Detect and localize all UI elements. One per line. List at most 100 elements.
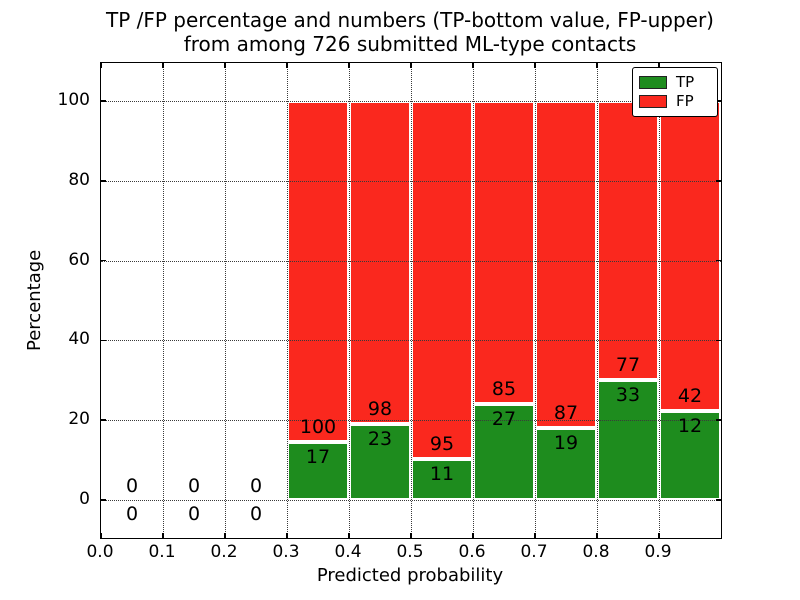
gridline-horizontal (101, 180, 721, 182)
tick-mark-bottom (286, 533, 288, 538)
tp-bar-segment (349, 424, 411, 500)
tick-mark-right (716, 100, 721, 102)
fp-bar-segment (597, 101, 659, 381)
tick-mark-left (101, 419, 106, 421)
tp-color-swatch (639, 76, 667, 89)
tp-count-label: 0 (249, 503, 263, 525)
gridline-horizontal (101, 101, 721, 102)
y-tick-label: 20 (68, 409, 90, 430)
tick-mark-top (596, 63, 598, 68)
legend-label-tp: TP (676, 73, 695, 91)
tick-mark-right (716, 499, 721, 501)
gridline-vertical (225, 63, 226, 538)
x-axis-label: Predicted probability (316, 565, 504, 586)
y-axis-label: Percentage (24, 249, 45, 351)
tp-count-label: 0 (125, 503, 139, 525)
tick-mark-bottom (162, 533, 164, 538)
tick-mark-right (716, 259, 721, 262)
tick-mark-bottom (224, 533, 226, 538)
fp-count-label: 95 (429, 432, 455, 455)
x-tick-label: 0.0 (86, 542, 114, 562)
tp-bar-segment (659, 411, 721, 500)
tick-mark-bottom (410, 533, 412, 538)
x-tick-label: 0.6 (458, 542, 486, 562)
fp-count-label: 0 (125, 475, 139, 497)
gridline-vertical (411, 63, 412, 538)
tick-mark-right (716, 419, 721, 421)
tick-mark-top (534, 63, 536, 68)
tick-mark-right (716, 339, 721, 342)
tp-count-label: 27 (491, 407, 517, 430)
y-tick-label: 100 (57, 90, 90, 110)
tp-count-label: 17 (305, 446, 331, 469)
x-tick-label: 0.3 (272, 542, 300, 562)
chart-title-line1: TP /FP percentage and numbers (TP-bottom… (106, 8, 714, 32)
tick-mark-bottom (472, 533, 474, 538)
tick-mark-right (716, 180, 721, 182)
tick-mark-top (658, 63, 660, 68)
x-tick-label: 0.4 (334, 542, 362, 562)
fp-bar-segment (535, 101, 597, 429)
x-tick-label: 0.1 (148, 542, 176, 562)
legend-item-tp: TP (639, 73, 711, 92)
fp-count-label: 0 (249, 475, 263, 497)
tick-mark-top (224, 63, 226, 68)
tick-mark-bottom (100, 533, 102, 538)
fp-count-label: 42 (677, 385, 703, 408)
tp-bar-segment (535, 428, 597, 500)
gridline-horizontal (101, 420, 721, 422)
y-tick-label: 80 (68, 169, 90, 190)
gridline-vertical (473, 63, 474, 538)
x-tick-label: 0.9 (644, 542, 672, 562)
chart-title: TP /FP percentage and numbers (TP-bottom… (100, 8, 720, 57)
fp-count-label: 77 (615, 354, 641, 377)
x-tick-label: 0.8 (582, 542, 610, 562)
tp-bar-segment (287, 442, 349, 500)
gridline-horizontal (101, 500, 721, 501)
fp-bar-segment (473, 101, 535, 404)
tick-mark-left (101, 259, 106, 262)
fp-count-label: 85 (491, 377, 517, 400)
gridline-vertical (163, 63, 164, 538)
y-tick-label: 60 (68, 249, 90, 270)
tick-mark-top (410, 63, 412, 68)
tp-count-label: 19 (553, 432, 579, 455)
legend-label-fp: FP (676, 92, 694, 110)
tick-mark-left (101, 180, 106, 182)
fp-bar-segment (411, 101, 473, 459)
gridline-vertical (535, 63, 536, 538)
tick-mark-top (100, 63, 102, 68)
x-tick-label: 0.5 (396, 542, 424, 562)
tick-mark-left (101, 339, 106, 342)
gridline-vertical (659, 63, 660, 538)
tick-mark-top (286, 63, 288, 68)
legend-item-fp: FP (639, 92, 711, 111)
y-tick-label: 40 (68, 329, 90, 350)
tick-mark-bottom (596, 533, 598, 538)
gridline-horizontal (101, 260, 721, 262)
fp-count-label: 0 (187, 475, 201, 497)
fp-count-label: 87 (553, 402, 579, 425)
fp-count-label: 100 (299, 416, 337, 439)
tick-mark-top (472, 63, 474, 68)
gridline-vertical (349, 63, 350, 538)
tick-mark-bottom (534, 533, 536, 538)
tick-mark-top (162, 63, 164, 68)
fp-bar-segment (659, 101, 721, 412)
plot-area: TP FP 0 0 0 0 0 0 100 17 98 23 95 11 85 27 87 19 77 33 42 1… (100, 62, 722, 539)
tp-count-label: 33 (615, 384, 641, 407)
tp-bar-segment (411, 458, 473, 500)
gridline-vertical (287, 63, 288, 538)
tick-mark-top (348, 63, 350, 68)
y-tick-label: 0 (79, 489, 90, 509)
chart-title-line2: from among 726 submitted ML-type contact… (183, 32, 637, 57)
fp-color-swatch (639, 95, 667, 108)
fp-count-label: 98 (367, 398, 393, 421)
tick-mark-bottom (658, 533, 660, 538)
legend: TP FP (632, 67, 718, 117)
gridline-horizontal (101, 340, 721, 342)
tp-bar-segment (597, 380, 659, 500)
gridline-vertical (597, 63, 598, 538)
tp-count-label: 11 (429, 462, 455, 485)
tp-bar-segment (473, 403, 535, 500)
